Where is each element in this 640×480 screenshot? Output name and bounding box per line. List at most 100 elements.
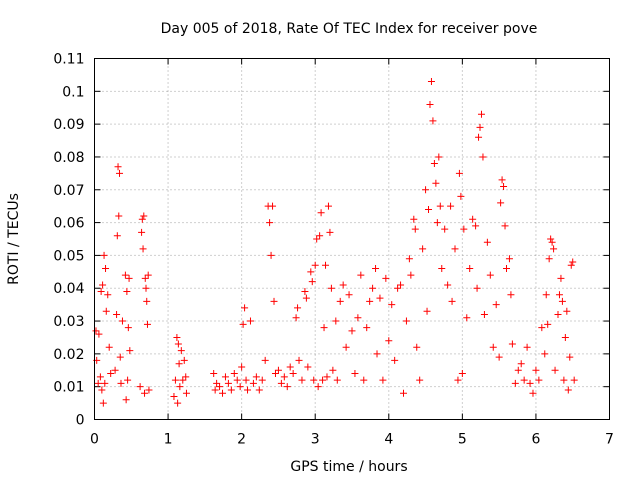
data-point <box>242 376 250 384</box>
data-point <box>416 376 424 384</box>
data-point <box>100 251 108 259</box>
data-point <box>554 310 562 318</box>
data-point <box>236 383 244 391</box>
data-point <box>126 347 134 355</box>
data-point <box>98 386 106 394</box>
data-point <box>385 337 393 345</box>
data-point <box>298 376 306 384</box>
data-point <box>313 235 321 243</box>
x-tick-label: 4 <box>384 432 393 448</box>
data-point <box>311 261 319 269</box>
data-point <box>495 353 503 361</box>
data-point <box>555 291 563 299</box>
x-tick-label: 5 <box>458 432 467 448</box>
data-point <box>95 330 103 338</box>
data-point <box>97 288 105 296</box>
data-point <box>339 281 347 289</box>
y-tick-label: 0.11 <box>53 52 84 68</box>
data-point <box>122 396 130 404</box>
data-point <box>557 274 565 282</box>
data-point <box>230 370 238 378</box>
data-point <box>136 383 144 391</box>
data-point <box>182 389 190 397</box>
data-point <box>224 379 232 387</box>
data-point <box>211 386 219 394</box>
data-point <box>277 379 285 387</box>
data-point <box>177 347 185 355</box>
data-point <box>345 291 353 299</box>
data-point <box>171 376 179 384</box>
data-point <box>441 225 449 233</box>
data-point <box>567 261 575 269</box>
y-tick-label: 0.04 <box>53 281 84 297</box>
data-point <box>327 284 335 292</box>
data-point <box>397 281 405 289</box>
data-point <box>430 160 438 168</box>
data-point <box>473 284 481 292</box>
data-point <box>391 356 399 364</box>
data-point <box>435 153 443 161</box>
data-point <box>458 370 466 378</box>
data-point <box>244 386 252 394</box>
data-point <box>239 320 247 328</box>
data-point <box>547 235 555 243</box>
data-point <box>564 386 572 394</box>
data-point <box>269 202 277 210</box>
y-axis-label: ROTI / TECUs <box>6 193 22 285</box>
data-point <box>317 209 325 217</box>
x-tick-label: 7 <box>605 432 614 448</box>
data-point <box>294 304 302 312</box>
data-point <box>514 366 522 374</box>
data-point <box>402 317 410 325</box>
data-point <box>221 373 229 381</box>
data-point <box>366 297 374 305</box>
data-point <box>486 271 494 279</box>
data-point <box>283 383 291 391</box>
data-point <box>320 324 328 332</box>
data-point <box>314 383 322 391</box>
data-point <box>501 222 509 230</box>
data-point <box>326 228 334 236</box>
data-point <box>451 245 459 253</box>
data-point <box>123 288 131 296</box>
data-point <box>322 261 330 269</box>
data-point <box>219 389 227 397</box>
data-point <box>289 370 297 378</box>
data-point <box>270 297 278 305</box>
data-point <box>96 373 104 381</box>
data-point <box>457 192 465 200</box>
data-point <box>507 291 515 299</box>
data-point <box>433 219 441 227</box>
data-point <box>472 222 480 230</box>
data-point <box>216 383 224 391</box>
data-point <box>124 376 132 384</box>
data-point <box>125 274 133 282</box>
x-axis-label: GPS time / hours <box>290 459 407 475</box>
data-point <box>455 169 463 177</box>
data-point <box>532 366 540 374</box>
data-point <box>180 356 188 364</box>
data-point <box>140 212 148 220</box>
data-point <box>545 255 553 263</box>
data-point <box>550 245 558 253</box>
data-point <box>174 340 182 348</box>
data-point <box>286 363 294 371</box>
data-point <box>143 297 151 305</box>
chart-title: Day 005 of 2018, Rate Of TEC Index for r… <box>161 21 538 37</box>
data-point <box>432 179 440 187</box>
data-point <box>363 324 371 332</box>
data-point <box>302 294 310 302</box>
data-point <box>447 202 455 210</box>
data-point <box>372 265 380 273</box>
data-point <box>423 307 431 315</box>
data-point <box>101 379 109 387</box>
data-point <box>323 373 331 381</box>
data-point <box>538 324 546 332</box>
y-tick-label: 0.03 <box>53 314 84 330</box>
data-point <box>138 215 146 223</box>
y-tick-label: 0.02 <box>53 347 84 363</box>
data-point <box>541 350 549 358</box>
data-point <box>444 281 452 289</box>
data-point <box>479 153 487 161</box>
x-tick-label: 1 <box>164 432 173 448</box>
